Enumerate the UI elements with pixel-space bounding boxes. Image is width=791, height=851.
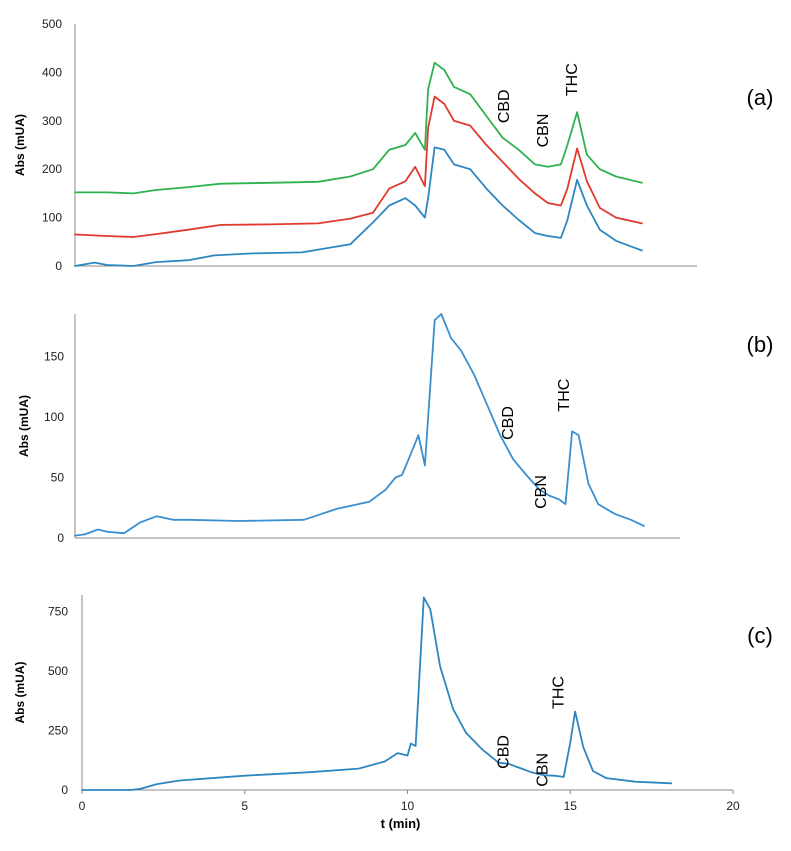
series-line-2 <box>74 95 643 238</box>
y-tick-label: 100 <box>42 211 62 225</box>
x-tick-label: 10 <box>401 799 415 813</box>
panel-label: (b) <box>747 332 774 357</box>
series-line-1 <box>74 146 643 267</box>
y-tick-label: 500 <box>42 17 62 31</box>
y-tick-label: 400 <box>42 65 62 79</box>
peak-label-thc: THC <box>564 63 581 96</box>
series-line-3 <box>74 61 643 195</box>
chart-panel-c: 0 250 500 750 0 5 10 15 20 Abs (mUA) t (min) CBD CBN… <box>13 595 773 831</box>
peak-label-cbd: CBD <box>495 735 512 769</box>
y-axis-label: Abs (mUA) <box>17 395 31 457</box>
peak-label-thc: THC <box>551 676 568 709</box>
peak-label-cbn: CBN <box>535 114 552 148</box>
y-tick-label: 0 <box>57 531 64 545</box>
x-tick-label: 15 <box>564 799 578 813</box>
y-tick-label: 100 <box>44 410 64 424</box>
series-line-1 <box>74 313 645 537</box>
panel-label: (a) <box>747 85 774 110</box>
y-tick-label: 150 <box>44 349 64 363</box>
x-tick-label: 20 <box>726 799 740 813</box>
y-tick-label: 750 <box>48 605 68 619</box>
y-tick-label: 50 <box>51 470 65 484</box>
peak-label-cbn: CBN <box>533 475 550 509</box>
chart-panel-b: 0 50 100 150 Abs (mUA) CBD CBN THC (b) <box>17 313 774 545</box>
y-axis-label: Abs (mUA) <box>13 661 27 723</box>
y-tick-label: 0 <box>55 259 62 273</box>
panel-label: (c) <box>747 623 773 648</box>
chart-panel-a: 0 100 200 300 400 500 Abs (mUA) CBD CBN THC (a) <box>13 17 773 273</box>
peak-label-cbn: CBN <box>534 753 551 787</box>
x-tick-label: 5 <box>241 799 248 813</box>
y-tick-label: 300 <box>42 114 62 128</box>
peak-label-cbd: CBD <box>496 89 513 123</box>
y-tick-label: 200 <box>42 162 62 176</box>
peak-label-thc: THC <box>556 379 573 412</box>
x-tick-label: 0 <box>79 799 86 813</box>
y-tick-label: 250 <box>48 724 68 738</box>
peak-label-cbd: CBD <box>500 406 517 440</box>
series-line-1 <box>81 596 673 791</box>
x-axis-label: t (min) <box>381 816 421 831</box>
y-axis-label: Abs (mUA) <box>13 114 27 176</box>
y-tick-label: 0 <box>61 783 68 797</box>
y-tick-label: 500 <box>48 664 68 678</box>
